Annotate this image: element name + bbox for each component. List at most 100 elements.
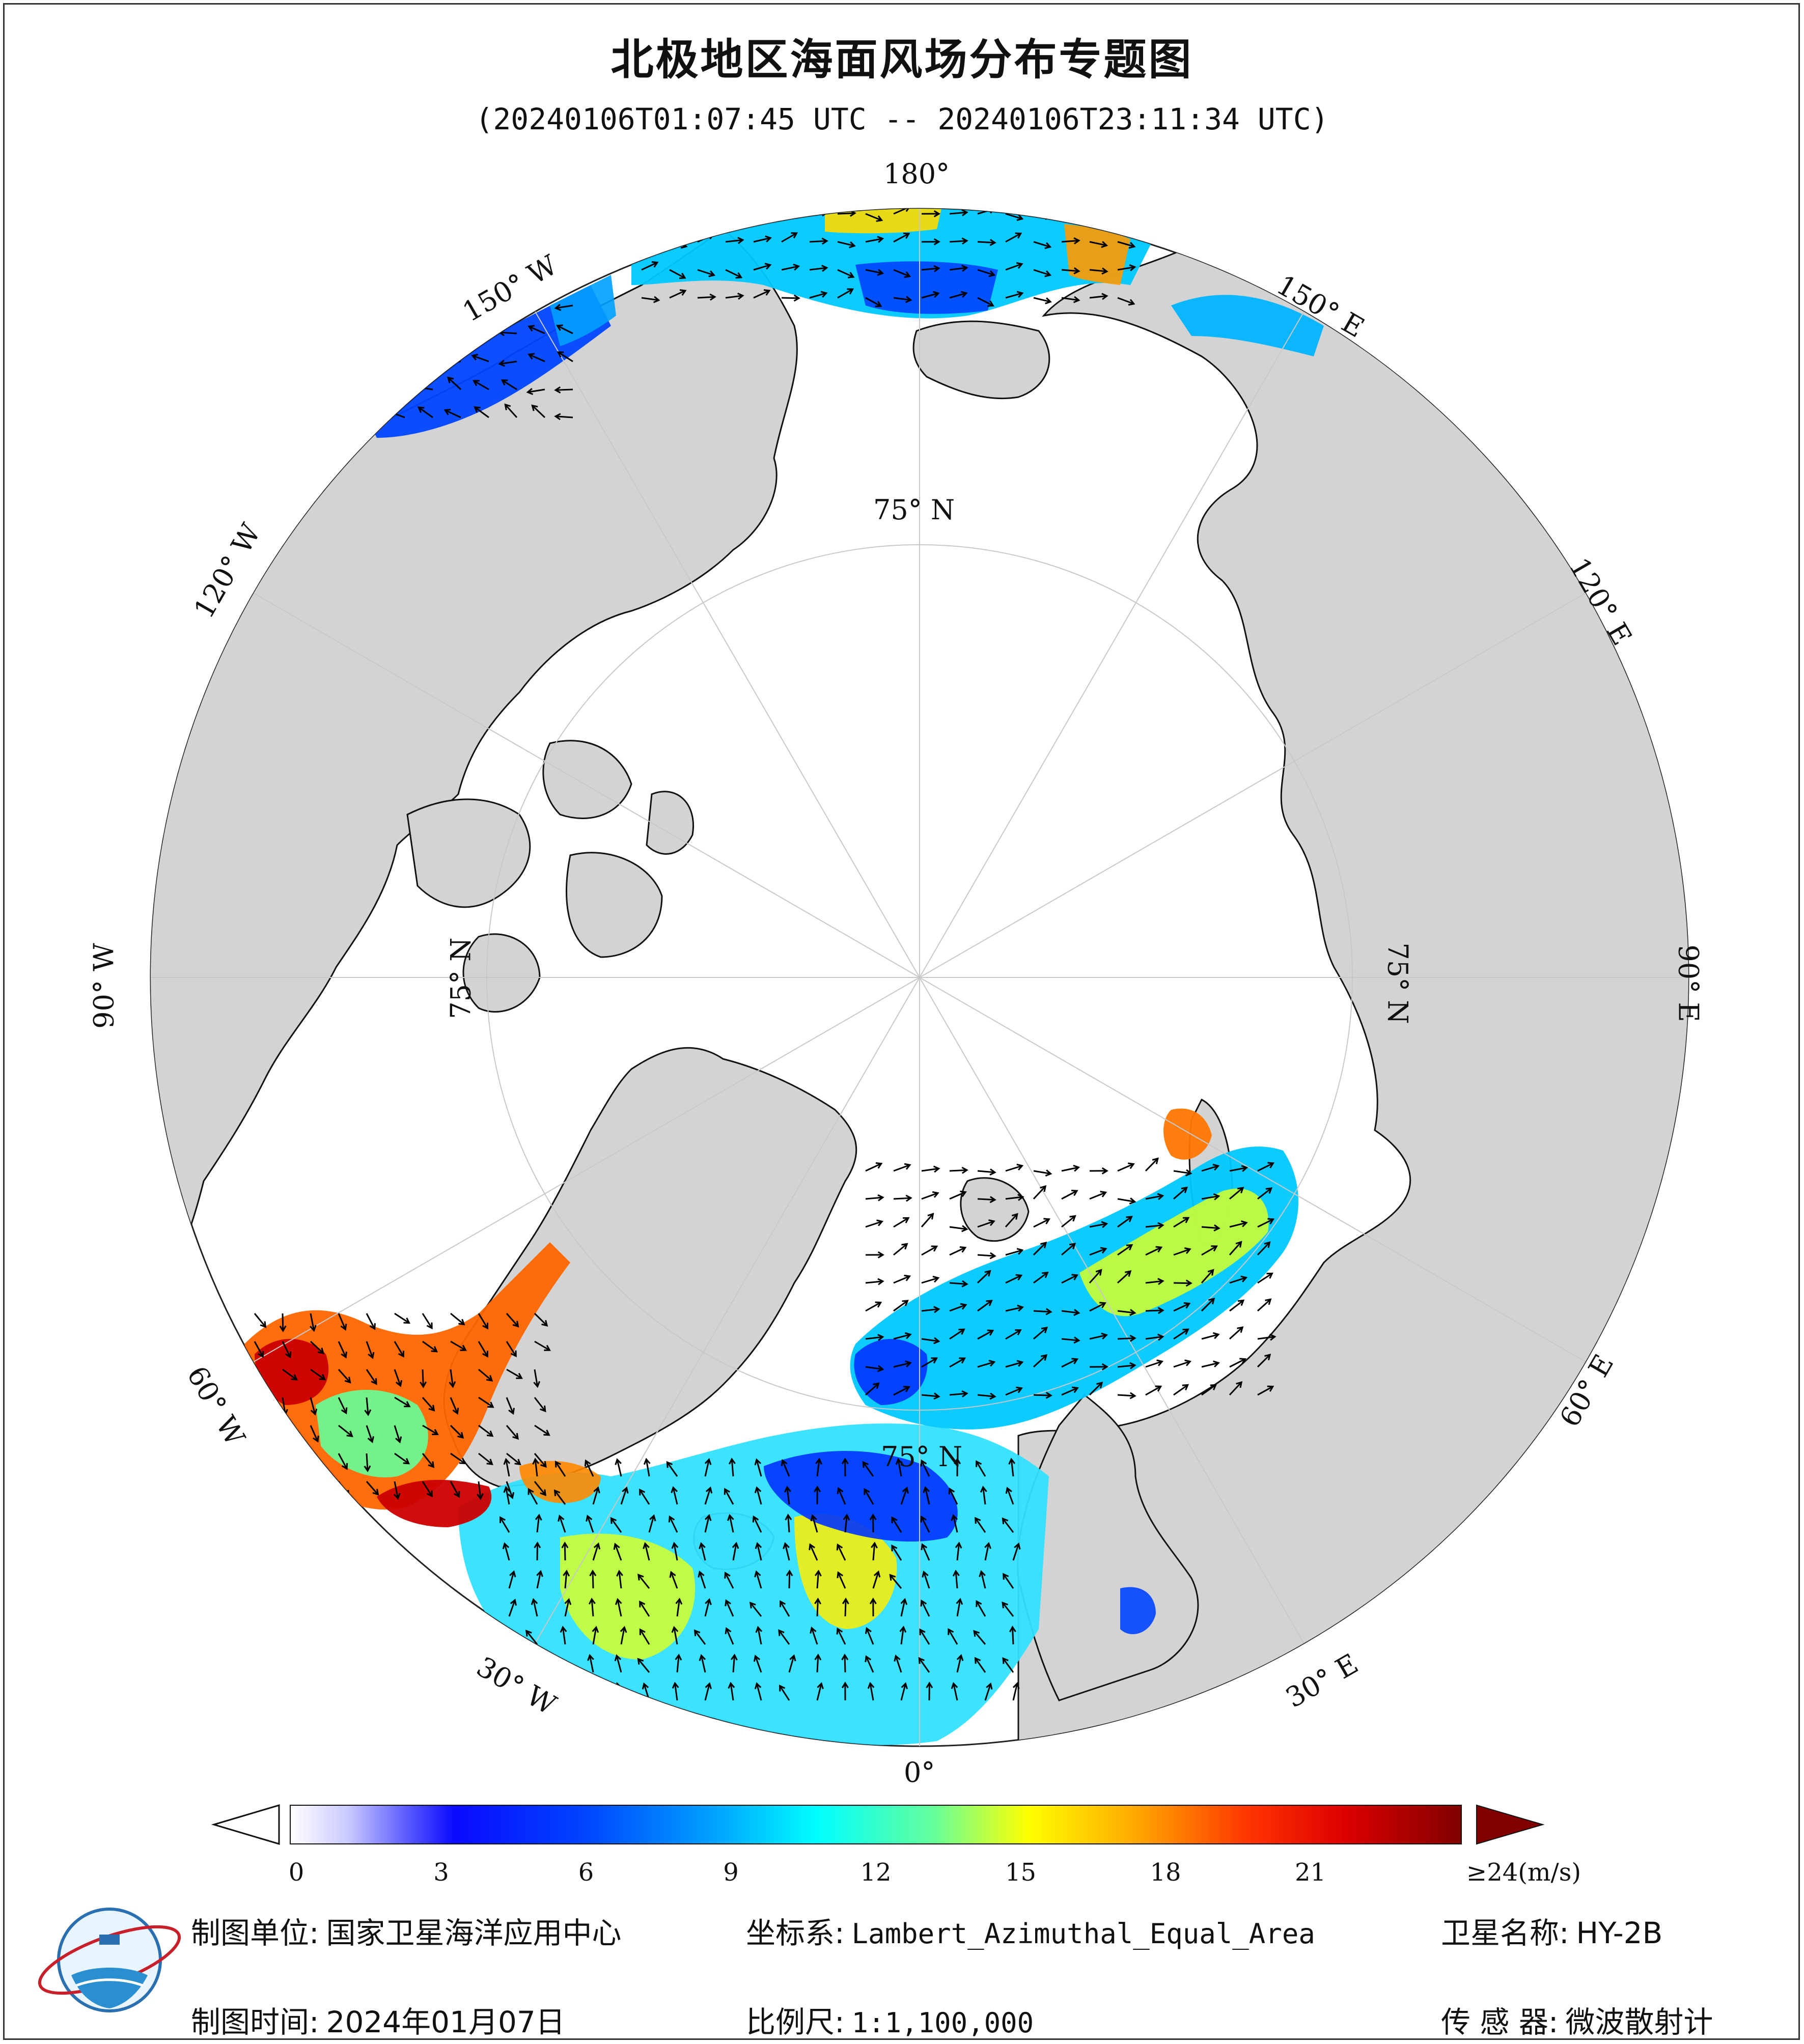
- wind-arrow: [977, 1270, 991, 1284]
- wind-arrow-head: [675, 1598, 683, 1605]
- wind-arrow-head: [1265, 1298, 1272, 1305]
- wind-arrow: [617, 1599, 622, 1617]
- wind-arrow: [1061, 1166, 1079, 1172]
- wind-arrow-head: [931, 1357, 938, 1364]
- wind-arrow-head: [260, 1321, 267, 1328]
- wind-arrow-head: [704, 1514, 712, 1521]
- wind-arrow: [891, 1545, 902, 1561]
- wind-arrow: [977, 1220, 994, 1228]
- wind-arrow-head: [510, 1599, 517, 1606]
- wind-arrow-head: [728, 1682, 735, 1689]
- wind-arrow-head: [1213, 1193, 1220, 1200]
- wind-swath-bering: [631, 209, 1151, 319]
- wind-arrow-head: [986, 1300, 993, 1306]
- wind-arrow: [587, 1516, 594, 1533]
- wind-arrow-head: [414, 384, 422, 391]
- map-scale: 比例尺: 1:1,100,000: [746, 1998, 1034, 2041]
- wind-arrow-head: [1040, 1241, 1047, 1249]
- wind-arrow-head: [1016, 262, 1023, 269]
- coordinate-system-value: Lambert_Azimuthal_Equal_Area: [851, 1918, 1315, 1950]
- wind-arrow: [788, 1655, 795, 1673]
- wind-arrow: [555, 1657, 566, 1673]
- wind-arrow-head: [877, 1278, 884, 1285]
- wind-arrow-head: [753, 1655, 760, 1662]
- wind-arrow: [338, 1424, 353, 1437]
- wind-arrow: [562, 1627, 566, 1645]
- wind-arrow: [1257, 1354, 1271, 1368]
- wind-arrow: [506, 1452, 521, 1465]
- wind-arrow-head: [319, 1374, 326, 1381]
- wind-arrow: [816, 1599, 819, 1617]
- wind-arrow-head: [1045, 1169, 1052, 1177]
- wind-arrow-head: [367, 1436, 374, 1443]
- wind-arrow: [394, 1452, 409, 1464]
- wind-arrow-head: [793, 263, 800, 271]
- wind-arrow-head: [755, 1542, 762, 1549]
- land-masses: [151, 209, 1688, 1746]
- wind-arrow-head: [428, 1405, 435, 1412]
- wind-arrow: [865, 1366, 883, 1370]
- wind-arrow-head: [781, 1459, 788, 1466]
- wind-arrow-head: [615, 1598, 622, 1605]
- wind-arrow-head: [386, 302, 393, 310]
- wind-arrow: [639, 1601, 650, 1617]
- wind-arrow-head: [837, 1571, 844, 1579]
- wind-arrow: [1117, 1337, 1135, 1340]
- wind-arrow-head: [457, 1432, 464, 1439]
- wind-arrow: [977, 1300, 992, 1312]
- colorbar-tick-label: 6: [578, 1858, 594, 1887]
- wind-arrow: [1173, 1187, 1187, 1200]
- wind-arrow-head: [482, 1323, 489, 1330]
- eurasia-land: [1017, 209, 1688, 1746]
- wind-arrow-head: [556, 324, 563, 331]
- wind-arrow: [392, 376, 406, 390]
- wind-arrow-head: [727, 1514, 734, 1521]
- wind-arrow: [1061, 269, 1079, 272]
- wind-arrow: [640, 1629, 650, 1645]
- wind-arrow: [338, 1369, 351, 1383]
- wind-arrow-head: [310, 1408, 318, 1416]
- wind-arrow: [809, 212, 827, 215]
- wind-arrow-head: [403, 1458, 410, 1465]
- wind-arrow-head: [459, 1458, 466, 1465]
- wind-arrow-head: [671, 1486, 678, 1493]
- wind-arrow: [669, 290, 686, 299]
- wind-arrow-head: [1016, 1163, 1024, 1171]
- wind-arrow: [359, 413, 377, 418]
- wind-arrow-head: [1126, 1244, 1133, 1251]
- wind-arrow-head: [313, 1463, 320, 1470]
- wind-arrow-head: [765, 235, 772, 243]
- wind-arrow: [704, 1599, 710, 1617]
- wind-arrow: [1089, 1269, 1102, 1284]
- wind-arrow-head: [616, 1570, 623, 1577]
- wind-arrow: [725, 295, 743, 299]
- wind-arrow-head: [976, 1600, 982, 1607]
- wind-arrow-head: [672, 1682, 679, 1689]
- wind-arrow: [536, 1515, 540, 1533]
- wind-arrow: [422, 1453, 434, 1468]
- wind-arrow: [254, 1313, 266, 1328]
- wind-arrow: [421, 320, 434, 334]
- wind-arrow: [837, 1544, 846, 1561]
- wind-arrow-head: [960, 291, 968, 298]
- wind-arrow-head: [976, 1460, 982, 1467]
- wind-arrow: [949, 1488, 958, 1505]
- wind-arrow-head: [841, 1458, 849, 1465]
- wind-arrow: [648, 1515, 655, 1533]
- wind-arrow-head: [1129, 1362, 1136, 1369]
- wind-arrow: [974, 1630, 986, 1645]
- wind-arrow: [756, 1487, 762, 1505]
- wind-arrow: [975, 1658, 986, 1673]
- wind-arrow: [1201, 1384, 1216, 1396]
- wind-arrow-head: [869, 1598, 877, 1605]
- wind-arrow: [756, 1459, 762, 1477]
- wind-arrow: [1089, 295, 1107, 299]
- wind-arrow: [1257, 1242, 1270, 1256]
- wind-arrow: [725, 213, 742, 220]
- wind-arrow: [921, 1357, 937, 1368]
- wind-arrow: [1033, 1327, 1047, 1340]
- wind-arrow: [362, 379, 377, 390]
- wind-arrow: [1010, 1459, 1014, 1477]
- wind-arrow: [505, 1459, 510, 1477]
